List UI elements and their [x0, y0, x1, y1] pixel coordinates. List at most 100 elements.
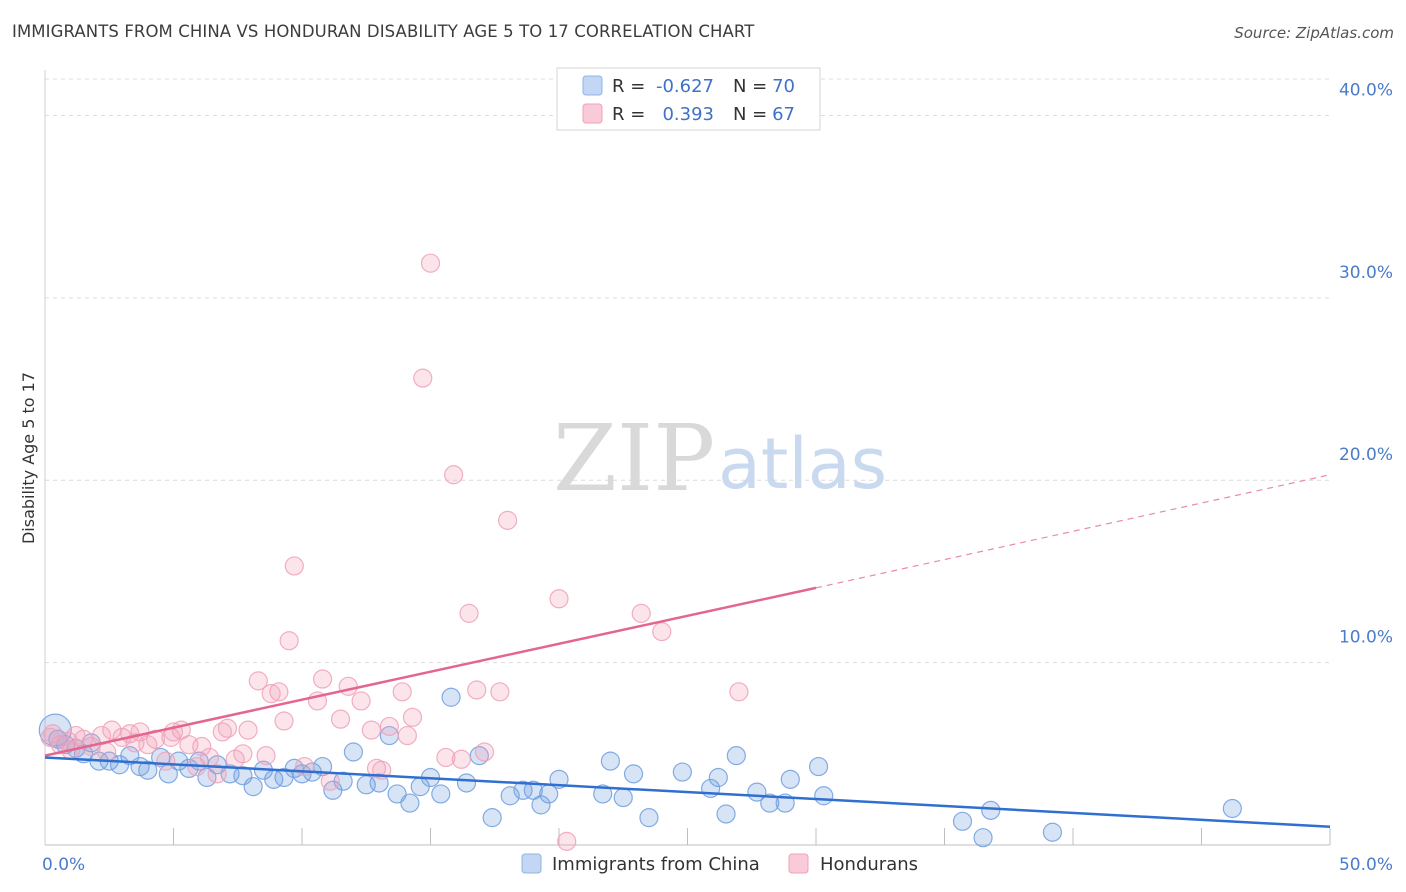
point [269, 682, 289, 702]
trend-lines [44, 474, 1331, 829]
point [431, 784, 451, 804]
series-legend-swatch-china [521, 853, 542, 874]
point [43, 724, 63, 744]
point [451, 749, 471, 769]
legend-n-value-china: 70 [772, 76, 795, 97]
legend-n-label-china: N = [733, 76, 767, 97]
point [366, 758, 387, 779]
y-tick-label-10: 10.0% [1339, 628, 1393, 648]
series-legend-label-china: Immigrants from China [552, 854, 760, 875]
point [490, 682, 510, 702]
point [549, 589, 569, 609]
watermark-zip: ZIP [553, 405, 715, 512]
point [814, 786, 834, 806]
point [973, 828, 993, 848]
point [248, 671, 268, 691]
point [320, 771, 340, 791]
point [343, 742, 363, 762]
legend-swatch-china [582, 75, 603, 96]
point [444, 465, 464, 485]
chart-title: IMMIGRANTS FROM CHINA VS HONDURAN DISABI… [12, 22, 755, 41]
point [279, 631, 299, 651]
trend-line-china [44, 756, 1331, 829]
point [97, 742, 117, 762]
point [652, 622, 672, 642]
point [261, 684, 281, 704]
x-tick-labels: 0.0% 50.0% [42, 855, 1393, 875]
point [729, 682, 749, 702]
y-tick-label-20: 20.0% [1339, 445, 1393, 465]
point [379, 716, 399, 737]
point [441, 687, 461, 707]
point [392, 682, 412, 702]
legend-r-value-hondurans: 0.393 [662, 104, 714, 125]
point [420, 253, 441, 273]
y-tick-label-30: 30.0% [1339, 263, 1393, 283]
point [351, 691, 371, 711]
legend-n-label-hondurans: N = [733, 104, 767, 125]
point [436, 747, 456, 768]
point [760, 793, 780, 813]
point [952, 811, 973, 831]
point [639, 808, 659, 828]
point [459, 603, 479, 623]
axes [44, 70, 1331, 846]
point [531, 795, 551, 815]
series-1 [40, 253, 749, 851]
point [156, 751, 176, 771]
watermark: ZIP atlas [553, 405, 887, 512]
point [400, 793, 420, 813]
legend-r-label-china: R = [612, 76, 645, 97]
point [125, 733, 145, 753]
point [102, 720, 122, 740]
trend-line-hondurans-extension [815, 474, 1331, 589]
point [726, 746, 746, 766]
point [212, 722, 232, 742]
point [274, 711, 294, 731]
point [151, 747, 171, 768]
watermark-atlas: atlas [718, 423, 887, 505]
point [338, 676, 358, 696]
legend-r-value-china: -0.627 [656, 76, 714, 97]
point [600, 751, 621, 771]
point [243, 777, 263, 797]
source-label: Source: ZipAtlas.com [1234, 24, 1394, 42]
point [672, 762, 692, 782]
point [716, 804, 736, 824]
y-axis-label: Disability Age 5 to 17 [19, 372, 38, 544]
point [613, 787, 633, 808]
point [557, 831, 577, 851]
point [413, 368, 433, 388]
x-minor-ticks [173, 828, 1331, 845]
y-tick-label-40: 40.0% [1339, 80, 1393, 100]
point [238, 720, 258, 740]
point [708, 767, 728, 788]
series-legend-label-hondurans: Hondurans [820, 854, 918, 875]
point [284, 556, 304, 576]
point [40, 727, 60, 747]
series-legend: Immigrants from China Hondurans [521, 853, 918, 875]
point [138, 760, 158, 780]
point [402, 707, 423, 727]
trend-line-hondurans [44, 586, 817, 757]
point [513, 780, 533, 800]
x-tick-label-min: 0.0% [42, 855, 85, 875]
correlation-legend: R = -0.627 N = 70 R = 0.393 N = 67 [556, 67, 821, 131]
point [207, 764, 227, 784]
series-legend-swatch-hondurans [788, 853, 809, 874]
point [623, 764, 644, 784]
point [498, 510, 518, 530]
point [456, 773, 477, 793]
point [981, 800, 1001, 820]
point [1042, 822, 1063, 842]
point [330, 709, 351, 729]
legend-r-label-hondurans: R = [612, 104, 645, 125]
point [631, 603, 651, 623]
point [192, 736, 212, 757]
point [145, 729, 166, 749]
point [199, 747, 220, 768]
point [161, 727, 181, 747]
y-tick-labels: 10.0% 20.0% 30.0% 40.0% [1339, 80, 1393, 647]
x-tick-label-max: 50.0% [1339, 855, 1393, 875]
